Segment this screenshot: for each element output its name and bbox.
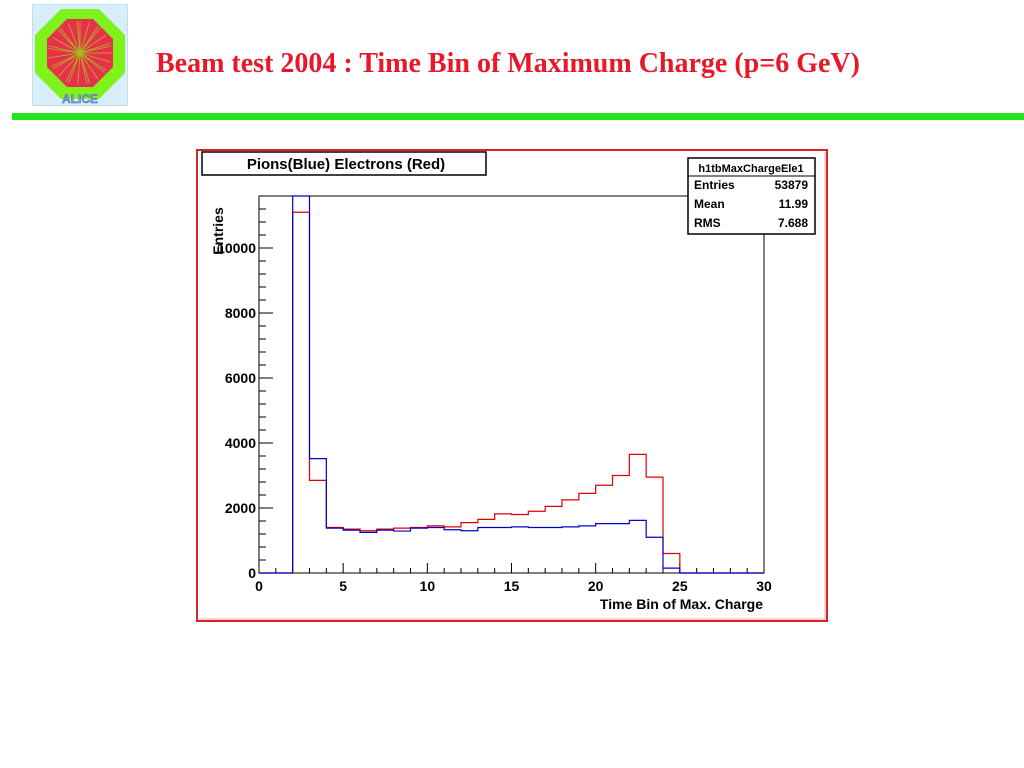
stats-box: h1tbMaxChargeEle1 Entries 53879 Mean 11.… [687, 157, 816, 235]
logo-track-line [79, 52, 106, 74]
series-pions-line [259, 195, 764, 574]
x-tick-label: 20 [588, 578, 604, 594]
logo-track-line [52, 36, 81, 54]
histogram-chart: 0 5 10 15 20 25 30 0 2000 4000 6000 8000 10000 Entri… [196, 149, 828, 622]
logo-track-line [79, 52, 88, 85]
stats-rms-label: RMS [694, 216, 721, 230]
plot-area [258, 195, 765, 574]
logo-track-line [79, 52, 107, 72]
y-axis-label: Entries [210, 207, 226, 255]
logo-track-line [48, 52, 81, 59]
logo-track-line [67, 23, 81, 54]
alice-logo-graphic: ALICE [35, 9, 125, 105]
logo-track-line [79, 52, 99, 80]
logo-track-line [77, 52, 81, 85]
histogram-title: Pions(Blue) Electrons (Red) [247, 156, 445, 173]
logo-track-line [48, 48, 81, 54]
logo-track-line [48, 45, 81, 54]
logo-track-line [79, 26, 99, 54]
logo-track-line [57, 29, 81, 54]
stats-mean-label: Mean [694, 197, 725, 211]
x-tick-label: 15 [504, 578, 520, 594]
stats-box-name: h1tbMaxChargeEle1 [698, 163, 803, 175]
x-tick-label: 0 [255, 578, 263, 594]
x-axis-label: Time Bin of Max. Charge [600, 596, 763, 612]
x-tick-label: 5 [339, 578, 347, 594]
logo-track-line [58, 52, 81, 77]
y-tick-label: 8000 [225, 305, 256, 321]
logo-track-line [79, 34, 107, 54]
logo-track-line [79, 52, 111, 63]
slide-title: Beam test 2004 : Time Bin of Maximum Cha… [156, 48, 860, 79]
logo-track-line [76, 21, 81, 54]
logo-track-line [79, 52, 91, 84]
title-divider [12, 113, 1024, 120]
stats-rms-value: 7.688 [778, 216, 808, 230]
stats-entries-value: 53879 [775, 178, 809, 192]
y-tick-label: 4000 [225, 435, 256, 451]
stats-entries-label: Entries [694, 178, 735, 192]
y-tick-label: 6000 [225, 370, 256, 386]
x-tick-label: 30 [756, 578, 772, 594]
series-layer [259, 195, 764, 574]
y-tick-label: 10000 [217, 240, 256, 256]
logo-track-line [65, 52, 81, 82]
logo-track-line [79, 22, 90, 54]
alice-logo: ALICE [32, 4, 128, 106]
tick-labels: 0 5 10 15 20 25 30 0 2000 4000 6000 8000 10000 [217, 240, 772, 594]
logo-track-line [68, 52, 81, 84]
histogram-title-box [201, 151, 487, 176]
logo-track-line [52, 52, 81, 70]
logo-tracks [48, 21, 112, 85]
x-tick-label: 10 [420, 578, 436, 594]
y-tick-label: 2000 [225, 500, 256, 516]
y-tick-label: 0 [248, 565, 256, 581]
logo-track-line [79, 45, 112, 54]
logo-track-line [59, 27, 81, 54]
logo-track-line [79, 27, 101, 54]
x-tick-label: 25 [672, 578, 688, 594]
axis-ticks [258, 195, 765, 574]
logo-text: ALICE [62, 92, 98, 105]
logo-track-line [79, 42, 111, 54]
histogram-canvas: 0 5 10 15 20 25 30 0 2000 4000 6000 8000 10000 Entri… [196, 149, 828, 622]
logo-track-line [51, 52, 81, 68]
stats-mean-value: 11.99 [779, 197, 809, 211]
